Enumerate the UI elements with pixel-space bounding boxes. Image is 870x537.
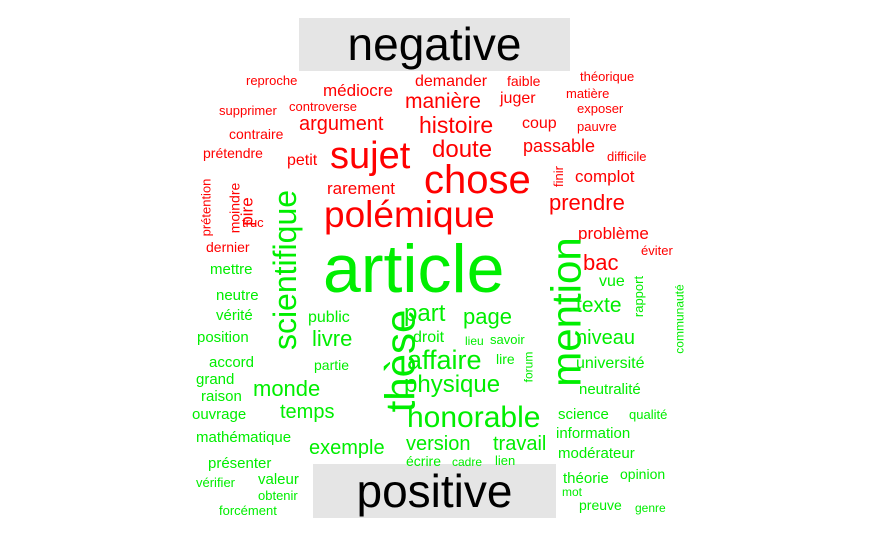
word-sujet: sujet <box>330 135 411 177</box>
word-niveau: niveau <box>576 327 635 349</box>
word-opinion: opinion <box>620 466 666 482</box>
word-pretendre: prétendre <box>203 145 263 161</box>
word-droit: droit <box>413 329 445 346</box>
word-histoire: histoire <box>419 112 494 138</box>
word-travail: travail <box>493 433 547 455</box>
word-communaute: communauté <box>672 284 687 354</box>
word-mot: mot <box>562 485 583 499</box>
word-theorie: théorie <box>563 470 609 487</box>
negative-label: negative <box>299 18 570 71</box>
positive-label: positive <box>313 464 556 518</box>
word-position: position <box>197 329 249 346</box>
word-demander: demander <box>415 73 488 90</box>
word-doute: doute <box>432 136 493 163</box>
word-eviter: éviter <box>641 243 673 258</box>
word-finir: finir <box>550 166 566 187</box>
word-forum: forum <box>521 351 536 383</box>
word-science: science <box>558 406 609 423</box>
word-pretention: prétention <box>198 178 214 237</box>
word-truc: truc <box>242 215 264 230</box>
word-article: article <box>323 231 505 307</box>
word-polemique: polémique <box>324 194 495 235</box>
word-probleme: problème <box>578 224 649 243</box>
word-matiere: matière <box>566 86 610 101</box>
word-livre: livre <box>312 326 353 351</box>
word-universite: université <box>576 355 645 372</box>
word-chose: chose <box>424 158 531 202</box>
word-accord: accord <box>209 354 255 371</box>
word-presenter: présenter <box>208 455 272 472</box>
word-coup: coup <box>522 115 557 132</box>
word-verifier: vérifier <box>196 475 236 490</box>
word-temps: temps <box>280 401 335 423</box>
word-lien: lien <box>495 453 516 468</box>
word-mediocre: médiocre <box>323 81 393 100</box>
word-monde: monde <box>253 376 321 401</box>
word-rarement: rarement <box>327 179 396 198</box>
word-passable: passable <box>523 136 596 156</box>
word-ouvrage: ouvrage <box>192 406 247 423</box>
word-petit: petit <box>287 152 318 169</box>
word-ecrire: écrire <box>406 453 442 469</box>
word-rapport: rapport <box>631 275 647 318</box>
word-savoir: savoir <box>490 332 525 347</box>
word-contraire: contraire <box>229 126 284 142</box>
word-honorable: honorable <box>407 401 541 434</box>
word-mathematique: mathématique <box>196 429 292 446</box>
word-exposer: exposer <box>577 101 624 116</box>
word-complot: complot <box>575 167 635 186</box>
word-obtenir: obtenir <box>258 488 298 503</box>
word-cadre: cadre <box>452 455 483 469</box>
word-version: version <box>406 433 471 455</box>
word-argument: argument <box>299 113 384 135</box>
word-neutre: neutre <box>216 287 259 304</box>
word-theorique: théorique <box>580 69 635 84</box>
word-lire: lire <box>496 351 515 367</box>
word-part: part <box>404 300 446 327</box>
word-dernier: dernier <box>206 239 250 255</box>
word-valeur: valeur <box>258 471 299 488</box>
word-difficile: difficile <box>607 149 647 164</box>
word-scientifique: scientifique <box>267 189 304 351</box>
word-public: public <box>308 309 350 326</box>
word-supprimer: supprimer <box>219 103 277 118</box>
word-raison: raison <box>201 388 242 405</box>
word-partie: partie <box>314 357 350 373</box>
word-bac: bac <box>583 250 619 275</box>
word-grand: grand <box>196 371 235 388</box>
word-faible: faible <box>507 73 541 89</box>
word-juger: juger <box>500 90 536 107</box>
word-moderateur: modérateur <box>558 445 635 462</box>
word-forcement: forcément <box>219 503 277 518</box>
word-exemple: exemple <box>309 437 385 459</box>
word-lieu: lieu <box>465 334 484 348</box>
word-physique: physique <box>404 371 501 398</box>
word-verite: vérité <box>216 307 253 324</box>
word-mettre: mettre <box>210 261 253 278</box>
word-vue: vue <box>599 273 625 290</box>
word-prendre: prendre <box>549 190 625 215</box>
word-neutralite: neutralité <box>579 381 641 398</box>
word-page: page <box>463 304 512 329</box>
word-controverse: controverse <box>289 99 357 114</box>
word-genre: genre <box>635 501 666 515</box>
word-texte: texte <box>576 294 622 317</box>
word-affaire: affaire <box>407 345 482 375</box>
word-pauvre: pauvre <box>577 119 617 134</box>
word-preuve: preuve <box>579 497 622 513</box>
word-qualite: qualité <box>629 407 668 422</box>
word-reproche: reproche <box>246 73 298 88</box>
word-information: information <box>556 425 631 442</box>
word-maniere: manière <box>405 90 481 113</box>
